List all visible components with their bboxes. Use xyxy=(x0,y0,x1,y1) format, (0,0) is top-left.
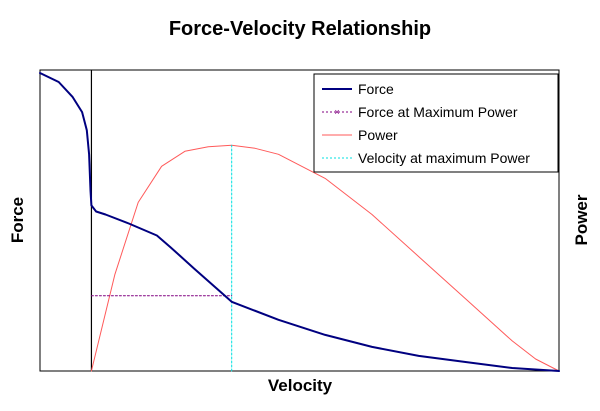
chart-title: Force-Velocity Relationship xyxy=(168,18,432,40)
series-line-force xyxy=(39,72,560,372)
legend-label-force-at-maximum-power: Force at Maximum Power xyxy=(358,104,518,120)
legend-label-force: Force xyxy=(358,81,394,97)
legend-label-velocity-at-maximum-power: Velocity at maximum Power xyxy=(358,150,530,166)
plot-frame xyxy=(39,69,560,372)
legend-marker-force-at-maximum-power: × xyxy=(334,107,339,117)
legend-label-power: Power xyxy=(358,127,398,143)
legend-box xyxy=(313,73,559,173)
legend: Force × Force at Maximum Power Power Velocit… xyxy=(313,73,559,173)
plot-layer xyxy=(39,69,560,372)
series-line-power xyxy=(90,144,560,372)
x-axis-label: Velocity xyxy=(267,376,333,395)
